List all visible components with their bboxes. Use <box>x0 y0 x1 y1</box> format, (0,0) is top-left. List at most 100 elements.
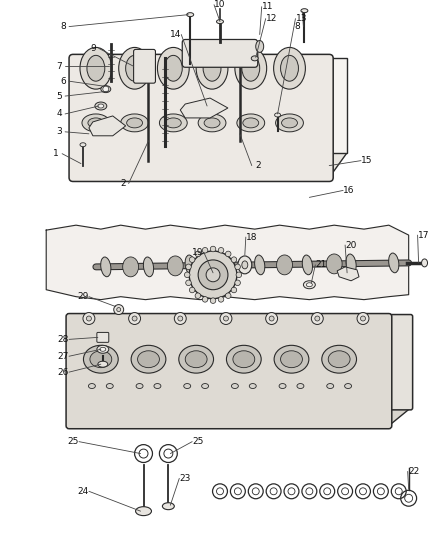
Text: 16: 16 <box>343 186 355 195</box>
Ellipse shape <box>233 351 255 368</box>
Text: 17: 17 <box>418 231 429 240</box>
Ellipse shape <box>345 384 352 389</box>
Circle shape <box>231 287 237 293</box>
Circle shape <box>210 246 216 252</box>
Ellipse shape <box>282 118 297 128</box>
Circle shape <box>311 312 323 325</box>
FancyBboxPatch shape <box>66 313 392 429</box>
Circle shape <box>186 264 191 270</box>
Ellipse shape <box>101 86 111 93</box>
Text: 20: 20 <box>346 240 357 249</box>
FancyBboxPatch shape <box>69 54 333 181</box>
Text: 14: 14 <box>170 30 181 39</box>
Text: 11: 11 <box>262 2 273 11</box>
Ellipse shape <box>121 114 148 132</box>
Ellipse shape <box>243 118 259 128</box>
Circle shape <box>86 316 92 321</box>
Ellipse shape <box>254 255 265 274</box>
Polygon shape <box>46 225 409 300</box>
Ellipse shape <box>281 351 302 368</box>
Text: 9: 9 <box>90 44 96 53</box>
Ellipse shape <box>216 20 223 23</box>
Text: 22: 22 <box>408 467 419 476</box>
Text: 12: 12 <box>266 14 277 23</box>
Circle shape <box>315 316 320 321</box>
Circle shape <box>235 280 240 286</box>
Ellipse shape <box>187 13 194 17</box>
Circle shape <box>218 247 224 253</box>
Text: 4: 4 <box>57 109 62 118</box>
Text: 7: 7 <box>56 62 62 71</box>
Ellipse shape <box>421 259 427 267</box>
Circle shape <box>195 293 201 298</box>
Ellipse shape <box>98 104 104 108</box>
Polygon shape <box>69 408 411 426</box>
Ellipse shape <box>279 384 286 389</box>
Circle shape <box>129 312 141 325</box>
Ellipse shape <box>304 281 315 289</box>
Ellipse shape <box>126 55 144 81</box>
Ellipse shape <box>101 257 111 277</box>
Polygon shape <box>180 98 228 118</box>
Ellipse shape <box>84 345 118 373</box>
Ellipse shape <box>162 503 174 510</box>
Ellipse shape <box>276 114 304 132</box>
Text: 29: 29 <box>77 292 88 301</box>
Ellipse shape <box>159 114 187 132</box>
Circle shape <box>357 312 369 325</box>
Ellipse shape <box>95 102 107 110</box>
Ellipse shape <box>274 47 305 89</box>
Ellipse shape <box>157 47 189 89</box>
Ellipse shape <box>297 384 304 389</box>
Ellipse shape <box>249 384 256 389</box>
Polygon shape <box>337 267 359 281</box>
Circle shape <box>186 280 191 286</box>
Circle shape <box>202 247 208 253</box>
Ellipse shape <box>226 345 261 373</box>
Text: 2: 2 <box>120 179 126 188</box>
Ellipse shape <box>327 384 334 389</box>
Ellipse shape <box>322 345 357 373</box>
Text: 18: 18 <box>246 232 258 241</box>
Circle shape <box>206 268 220 282</box>
Ellipse shape <box>154 384 161 389</box>
Circle shape <box>189 251 237 298</box>
Ellipse shape <box>166 118 181 128</box>
Ellipse shape <box>88 118 104 128</box>
Ellipse shape <box>204 118 220 128</box>
Ellipse shape <box>251 56 258 61</box>
Ellipse shape <box>346 254 356 274</box>
Ellipse shape <box>138 351 159 368</box>
Ellipse shape <box>281 55 298 81</box>
Circle shape <box>235 264 240 270</box>
Circle shape <box>198 260 228 290</box>
Circle shape <box>269 316 274 321</box>
Ellipse shape <box>203 55 221 81</box>
Circle shape <box>132 316 137 321</box>
Ellipse shape <box>100 348 106 351</box>
Circle shape <box>218 296 224 302</box>
Ellipse shape <box>184 384 191 389</box>
Text: 26: 26 <box>57 368 69 377</box>
Circle shape <box>236 272 242 278</box>
Circle shape <box>195 251 201 257</box>
Ellipse shape <box>217 256 233 276</box>
Circle shape <box>103 86 109 92</box>
Text: 28: 28 <box>57 335 69 344</box>
Circle shape <box>184 272 190 278</box>
Circle shape <box>223 316 229 321</box>
Text: 10: 10 <box>214 0 226 9</box>
Ellipse shape <box>143 257 154 277</box>
Text: 2: 2 <box>255 161 261 170</box>
Ellipse shape <box>242 261 248 269</box>
Circle shape <box>226 293 231 298</box>
Polygon shape <box>89 116 126 136</box>
FancyBboxPatch shape <box>182 39 258 67</box>
Ellipse shape <box>302 255 312 274</box>
Ellipse shape <box>274 345 309 373</box>
Ellipse shape <box>196 47 228 89</box>
Circle shape <box>174 312 186 325</box>
Text: 25: 25 <box>192 437 204 446</box>
Text: 5: 5 <box>56 92 62 101</box>
Ellipse shape <box>87 55 105 81</box>
